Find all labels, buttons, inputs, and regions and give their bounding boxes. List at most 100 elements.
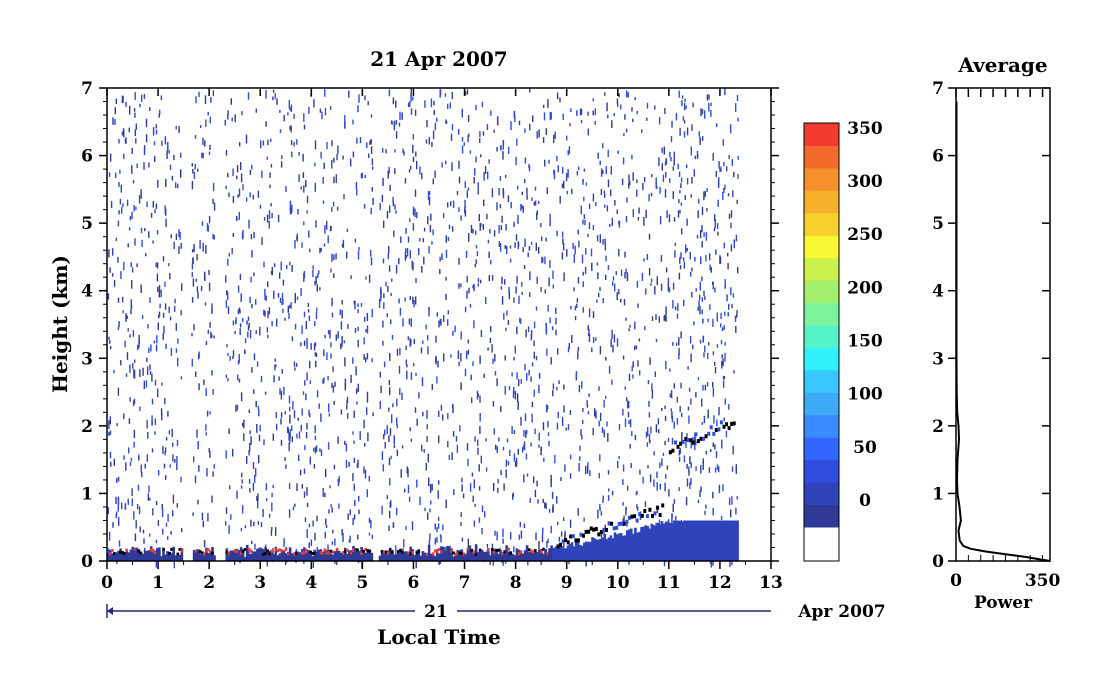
heatmap-cell — [486, 544, 489, 548]
heatmap-cell — [704, 110, 706, 119]
heatmap-cell — [461, 477, 463, 483]
heatmap-cell — [323, 349, 325, 357]
heatmap-cell — [294, 367, 296, 371]
heatmap-cell — [510, 121, 512, 131]
heatmap-cell — [147, 550, 151, 561]
heatmap-cell — [352, 431, 354, 435]
heatmap-cell — [648, 400, 650, 407]
heatmap-cell — [507, 461, 510, 466]
heatmap-cell — [364, 548, 367, 551]
heatmap-cell — [133, 108, 136, 112]
heatmap-cell — [138, 454, 140, 461]
heatmap-cell — [173, 154, 175, 161]
heatmap-cell — [410, 339, 412, 346]
heatmap-cell — [107, 293, 110, 300]
x-tick-label: 12 — [708, 573, 732, 593]
heatmap-cell — [612, 276, 615, 281]
heatmap-cell — [383, 293, 385, 298]
heatmap-cell — [499, 550, 502, 561]
colorbar-band — [804, 347, 839, 371]
heatmap-cell — [704, 510, 706, 515]
heatmap-cell — [656, 276, 658, 286]
heatmap-cell — [328, 509, 330, 514]
heatmap-cell — [243, 557, 247, 561]
heatmap-cell — [514, 115, 516, 123]
heatmap-cell — [445, 249, 448, 258]
heatmap-cell — [523, 430, 525, 437]
heatmap-cell — [732, 520, 735, 561]
heatmap-cell — [146, 357, 148, 363]
heatmap-cell — [125, 101, 127, 107]
heatmap-cell — [496, 378, 498, 387]
heatmap-cell — [205, 547, 208, 561]
heatmap-cell — [703, 520, 707, 561]
heatmap-cell — [155, 203, 158, 209]
heatmap-cell — [417, 550, 421, 554]
heatmap-cell — [382, 552, 386, 561]
heatmap-cell — [312, 269, 314, 278]
heatmap-cell — [270, 550, 273, 561]
heatmap-cell — [392, 97, 395, 105]
heatmap-cell — [469, 150, 472, 154]
heatmap-cell — [355, 388, 358, 394]
heatmap-cell — [335, 253, 337, 260]
heatmap-cell — [502, 538, 504, 544]
heatmap-cell — [536, 131, 538, 139]
heatmap-cell — [610, 189, 612, 197]
heatmap-cell — [281, 301, 283, 305]
heatmap-cell — [173, 560, 175, 569]
heatmap-cell — [485, 552, 488, 561]
heatmap-cell — [500, 470, 502, 476]
heatmap-cell — [668, 519, 670, 527]
heatmap-cell — [681, 228, 683, 235]
heatmap-cell — [618, 424, 621, 431]
heatmap-cell — [678, 90, 680, 98]
heatmap-cell — [272, 484, 274, 489]
heatmap-cell — [176, 463, 178, 471]
heatmap-cell — [566, 249, 568, 257]
heatmap-cell — [510, 201, 512, 209]
heatmap-cell — [314, 182, 316, 192]
heatmap-cell — [286, 552, 290, 556]
heatmap-cell — [412, 223, 415, 231]
heatmap-cell — [175, 182, 177, 189]
heatmap-cell — [569, 519, 572, 528]
heatmap-cell — [676, 418, 679, 425]
heatmap-cell — [352, 548, 355, 552]
heatmap-cell — [606, 205, 609, 212]
heatmap-cell — [502, 446, 505, 451]
heatmap-cell — [237, 360, 240, 365]
heatmap-cell — [709, 253, 711, 261]
heatmap-cell — [631, 107, 633, 112]
heatmap-cell — [618, 289, 620, 295]
heatmap-cell — [113, 458, 115, 466]
profile-y-tick-label: 3 — [932, 349, 944, 369]
heatmap-cell — [612, 526, 616, 531]
heatmap-cell — [579, 532, 583, 537]
heatmap-cell — [278, 548, 282, 552]
heatmap-cell — [227, 552, 231, 561]
heatmap-cell — [500, 146, 502, 149]
heatmap-cell — [323, 162, 325, 170]
heatmap-cell — [727, 263, 729, 270]
heatmap-cell — [432, 178, 434, 185]
heatmap-cell — [384, 429, 386, 436]
heatmap-cell — [533, 340, 535, 347]
heatmap-cell — [629, 419, 632, 428]
heatmap-cell — [463, 142, 465, 146]
heatmap-cell — [534, 186, 537, 191]
heatmap-cell — [673, 151, 675, 161]
heatmap-cell — [165, 522, 168, 527]
heatmap-cell — [560, 477, 562, 481]
heatmap-cell — [698, 198, 700, 204]
heatmap-cell — [505, 327, 507, 331]
heatmap-cell — [473, 479, 475, 489]
heatmap-cell — [686, 218, 688, 226]
heatmap-cell — [612, 281, 614, 286]
heatmap-cell — [265, 483, 268, 491]
heatmap-cell — [212, 389, 214, 395]
heatmap-cell — [330, 353, 332, 359]
heatmap-cell — [499, 175, 502, 181]
heatmap-cell — [338, 503, 340, 509]
